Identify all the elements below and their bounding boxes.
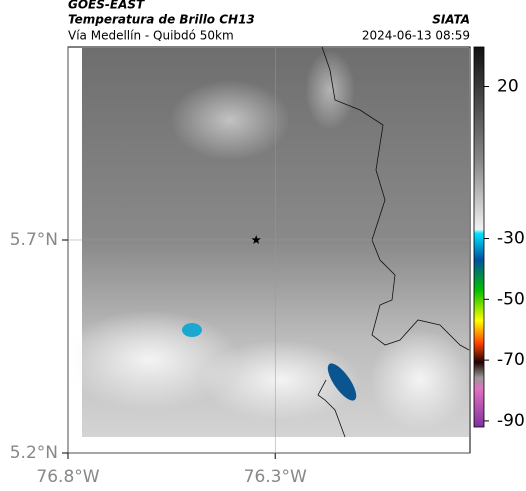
x-tick-label: 76.3°W	[244, 467, 307, 487]
colorbar-label: 20	[497, 77, 519, 97]
title: GOES-EAST	[68, 0, 145, 12]
y-tick-label: 5.2°N	[10, 443, 58, 463]
route: Vía Medellín - Quibdó 50km	[68, 29, 234, 43]
datetime: 2024-06-13 08:59	[362, 29, 470, 43]
colorbar-label: -50	[497, 289, 525, 309]
colorbar	[473, 46, 485, 428]
subtitle: Temperatura de Brillo CH13	[68, 13, 255, 27]
source: SIATA	[432, 13, 470, 27]
colorbar-label: -70	[497, 350, 525, 370]
y-tick-label: 5.7°N	[10, 230, 58, 250]
location-marker	[251, 235, 261, 244]
imagery	[60, 46, 470, 438]
colorbar-label: -90	[497, 411, 525, 431]
colorbar-label: -30	[497, 229, 525, 249]
x-tick-label: 76.8°W	[36, 467, 99, 487]
